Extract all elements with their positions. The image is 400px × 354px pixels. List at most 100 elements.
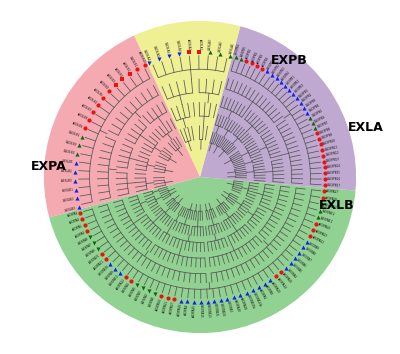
Text: AtEXPA22: AtEXPA22	[88, 254, 101, 265]
Text: AtEXLB1: AtEXLB1	[62, 159, 74, 165]
Text: IbEXPA11: IbEXPA11	[162, 299, 169, 313]
Text: AtEXLB2: AtEXLB2	[61, 169, 73, 173]
Text: IbEXPA21: IbEXPA21	[93, 259, 106, 271]
Text: OsEXPB2: OsEXPB2	[301, 93, 314, 103]
Text: AtEXLA3: AtEXLA3	[208, 38, 213, 50]
Text: CsEXLB3: CsEXLB3	[64, 206, 77, 213]
Text: AtEXPA10: AtEXPA10	[109, 274, 120, 286]
Text: IbEXPA1: IbEXPA1	[258, 288, 267, 300]
Text: CsEXPA30: CsEXPA30	[98, 264, 110, 276]
Wedge shape	[134, 21, 240, 177]
Text: IbEXLB2: IbEXLB2	[113, 67, 123, 79]
Text: AtEXPA9: AtEXPA9	[104, 269, 115, 280]
Text: IbEXPA2: IbEXPA2	[67, 211, 79, 218]
Text: IbEXPA5: IbEXPA5	[72, 224, 84, 232]
Text: CsEXPA13b: CsEXPA13b	[252, 291, 262, 307]
Text: CsEXPA8: CsEXPA8	[304, 247, 316, 257]
Text: OsEXPB14: OsEXPB14	[327, 164, 341, 169]
Text: IbEXPA4: IbEXPA4	[184, 303, 189, 315]
Text: CsEXPA5: CsEXPA5	[291, 263, 302, 274]
Text: OsEXPB8: OsEXPB8	[318, 126, 332, 135]
Text: AtEXPA1: AtEXPA1	[148, 295, 156, 307]
Text: CsEXPB3: CsEXPB3	[294, 83, 306, 94]
Text: OsEXPB7: OsEXPB7	[316, 120, 329, 129]
Text: AtEXPA13: AtEXPA13	[324, 203, 338, 210]
Text: OsEXLA2: OsEXLA2	[152, 45, 160, 58]
Text: AtEXLA1: AtEXLA1	[229, 42, 236, 54]
Text: IbEXPA34: IbEXPA34	[154, 297, 162, 311]
Text: OsEXPB12: OsEXPB12	[325, 151, 340, 158]
Wedge shape	[44, 35, 200, 217]
Text: OsEXLB3: OsEXLB3	[65, 139, 78, 147]
Text: IbEXPA12: IbEXPA12	[115, 278, 126, 291]
Text: IbEXLB3: IbEXLB3	[105, 74, 116, 85]
Text: EXPB: EXPB	[271, 54, 308, 67]
Text: OsEXLA3: OsEXLA3	[174, 39, 180, 52]
Text: OsEXPB13: OsEXPB13	[326, 158, 340, 163]
Text: IbEXLA2: IbEXLA2	[186, 39, 191, 51]
Text: OsEXPB9: OsEXPB9	[320, 132, 334, 140]
Text: IbEXPA23: IbEXPA23	[314, 229, 328, 238]
Text: AtEXPA11: AtEXPA11	[320, 216, 334, 224]
Text: AtEXLA2: AtEXLA2	[218, 40, 224, 52]
Text: OsEXPB3: OsEXPB3	[305, 98, 317, 108]
Wedge shape	[49, 177, 356, 333]
Text: IbEXPA25: IbEXPA25	[192, 304, 196, 317]
Text: AtEXPA3: AtEXPA3	[134, 289, 144, 301]
Text: OsEXLA4: OsEXLA4	[142, 49, 150, 62]
Text: CsEXPA9: CsEXPA9	[308, 241, 320, 251]
Text: OsEXPB10: OsEXPB10	[322, 138, 337, 146]
Text: IbEXPB2: IbEXPB2	[251, 50, 259, 62]
Text: AtEXPA8: AtEXPA8	[77, 236, 90, 246]
Text: CsEXPB1: CsEXPB1	[285, 74, 296, 85]
Text: CsEXPA15b: CsEXPA15b	[246, 294, 255, 310]
Text: AtEXPB4: AtEXPB4	[281, 70, 292, 81]
Text: IbEXPA27: IbEXPA27	[326, 189, 340, 195]
Text: OsEXLA1: OsEXLA1	[163, 41, 170, 55]
Text: AtEXPA5: AtEXPA5	[128, 286, 137, 298]
Text: OsEXPB6: OsEXPB6	[314, 115, 327, 124]
Text: AtEXPA12: AtEXPA12	[322, 210, 336, 217]
Text: CsEXPA20: CsEXPA20	[219, 302, 226, 316]
Text: CsEXPA4: CsEXPA4	[286, 268, 297, 279]
Text: CsEXLB1: CsEXLB1	[61, 188, 74, 193]
Text: IbEXPA24: IbEXPA24	[317, 223, 331, 231]
Text: IbEXLB9: IbEXLB9	[72, 121, 84, 129]
Text: OsEXPB11: OsEXPB11	[324, 145, 338, 152]
Text: OsEXLB2: OsEXLB2	[68, 130, 80, 138]
Text: IbEXPA28: IbEXPA28	[239, 297, 247, 310]
Text: AtEXPA4: AtEXPA4	[122, 282, 132, 294]
Text: IbEXPA4: IbEXPA4	[69, 218, 81, 225]
Text: CsEXPB4: CsEXPB4	[234, 43, 242, 56]
Text: CsEXPA21: CsEXPA21	[212, 303, 218, 317]
Text: AtEXPB5: AtEXPB5	[240, 45, 248, 58]
Text: IbEXLB4: IbEXLB4	[98, 80, 109, 91]
Text: IbEXPA17: IbEXPA17	[169, 301, 176, 315]
Text: AtEXPA7: AtEXPA7	[81, 242, 93, 252]
Text: IbEXLB7: IbEXLB7	[80, 104, 92, 113]
Text: IbEXLB6: IbEXLB6	[86, 96, 97, 105]
Text: IbEXPA20: IbEXPA20	[233, 299, 240, 312]
Text: CsEXPA15: CsEXPA15	[199, 304, 203, 318]
Text: OsEXLB1: OsEXLB1	[128, 55, 138, 68]
Text: OsEXPB17: OsEXPB17	[327, 183, 341, 188]
Text: EXLB: EXLB	[318, 199, 354, 212]
Text: IbEXLB5: IbEXLB5	[92, 88, 103, 98]
Text: IbEXLB1: IbEXLB1	[120, 61, 130, 73]
Text: OsEXLB4: OsEXLB4	[63, 149, 75, 155]
Text: AtEXLB3: AtEXLB3	[61, 179, 73, 183]
Text: OsEXPB4: OsEXPB4	[308, 103, 321, 113]
Text: EXLA: EXLA	[348, 121, 383, 134]
Text: CsEXPB2: CsEXPB2	[290, 78, 301, 90]
Text: IbEXPA22: IbEXPA22	[311, 235, 325, 245]
Text: OsEXPB15: OsEXPB15	[327, 171, 341, 175]
Text: CsEXPA6: CsEXPA6	[296, 258, 307, 269]
Text: AtEXPA2: AtEXPA2	[141, 292, 150, 304]
Text: IbEXPA6: IbEXPA6	[74, 230, 86, 239]
Text: IbEXPB4: IbEXPB4	[262, 56, 270, 68]
Text: CsEXPA3: CsEXPA3	[226, 301, 232, 313]
Text: AtEXPB3: AtEXPB3	[276, 66, 287, 78]
Text: OsEXPB1: OsEXPB1	[298, 88, 310, 98]
Text: IbEXLA1: IbEXLA1	[197, 39, 202, 50]
Text: IbEXLB8: IbEXLB8	[76, 112, 88, 121]
